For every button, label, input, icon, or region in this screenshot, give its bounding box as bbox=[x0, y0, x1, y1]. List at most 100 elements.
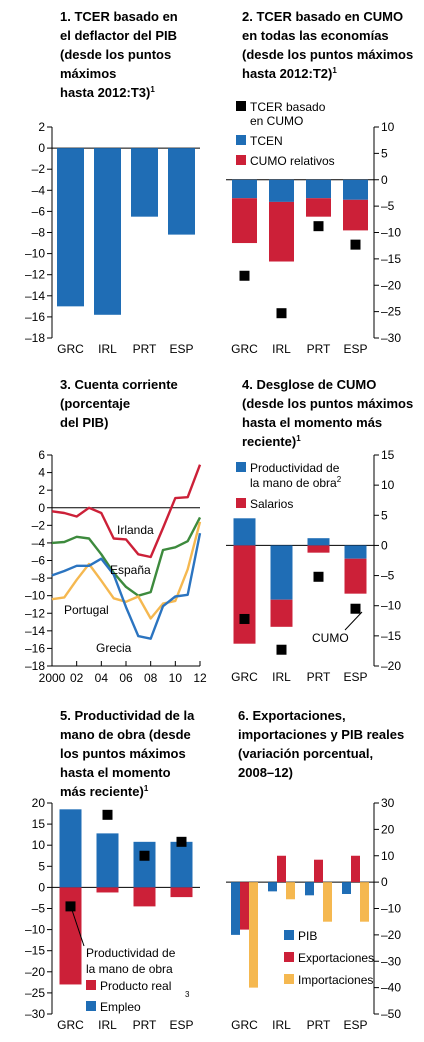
panel-6-bar-importaciones bbox=[360, 882, 369, 922]
panel-5-marker-pointer bbox=[71, 909, 85, 947]
panel-2-title-line: 2. TCER basado en CUMO bbox=[242, 9, 403, 24]
panel-2-tceer-cumo: 2. TCER basado en CUMO en todas las econo… bbox=[226, 9, 413, 356]
p5-y-tick-label: –10 bbox=[25, 923, 45, 937]
p5-x-label: GRC bbox=[57, 1018, 84, 1032]
p2-y-tick-label: 5 bbox=[381, 146, 388, 160]
panel-5-bar-empleo bbox=[170, 841, 193, 888]
panel-2-marker bbox=[313, 221, 324, 232]
panel-6-bar-pib bbox=[268, 882, 277, 892]
panel-6-bar-pib bbox=[342, 882, 351, 894]
p4-y-tick-label: 0 bbox=[381, 538, 388, 552]
panel-1-bar bbox=[94, 148, 121, 315]
panel-5-legend-marker: Productividad de bbox=[86, 946, 176, 960]
p1-x-label: PRT bbox=[133, 342, 157, 356]
p4-x-label: PRT bbox=[307, 670, 331, 684]
panel-4-bar-productividad bbox=[270, 545, 293, 600]
p3-y-tick-label: –4 bbox=[32, 536, 46, 550]
p5-y-tick-label: –25 bbox=[25, 986, 45, 1000]
panel-5-marker bbox=[176, 836, 187, 847]
panel-4-title-line: reciente)1 bbox=[242, 434, 301, 449]
p5-y-tick-label: 10 bbox=[32, 838, 46, 852]
p1-y-tick-label: –8 bbox=[32, 226, 46, 240]
p1-y-tick-label: –12 bbox=[25, 268, 45, 282]
p4-y-tick-label: –10 bbox=[381, 599, 401, 613]
panel-2-legend-marker: en CUMO bbox=[250, 114, 303, 128]
p2-y-tick-label: –5 bbox=[381, 199, 395, 213]
p1-y-tick-label: –14 bbox=[25, 289, 45, 303]
panel-5-legend-empleo-swatch bbox=[86, 1001, 96, 1011]
p5-y-tick-label: 0 bbox=[38, 880, 45, 894]
p6-x-label: PRT bbox=[307, 1018, 331, 1032]
p5-y-tick-label: 5 bbox=[38, 859, 45, 873]
p4-x-label: IRL bbox=[272, 670, 291, 684]
panel-6-title-line: 6. Exportaciones, bbox=[238, 708, 346, 723]
panel-3-cuenta-corriente: 3. Cuenta corriente (porcentaje del PIB) 6 4… bbox=[25, 377, 207, 685]
panel-5-title-line: más reciente)1 bbox=[60, 784, 149, 799]
p6-y-tick-label: –20 bbox=[381, 928, 401, 942]
panel-5-bar-producto bbox=[96, 887, 119, 893]
panel-6-title-line: 2008–12) bbox=[238, 765, 293, 780]
panel-3-line-1 bbox=[51, 516, 202, 597]
p5-x-label: PRT bbox=[133, 1018, 157, 1032]
p5-y-tick-label: –5 bbox=[32, 902, 46, 916]
panel-6-bar-importaciones bbox=[323, 882, 332, 922]
panel-2-bar-cumo bbox=[306, 198, 331, 217]
panel-2-title-line: (desde los puntos máximos bbox=[242, 47, 413, 62]
p6-y-tick-label: –10 bbox=[381, 902, 401, 916]
panel-4-marker bbox=[350, 603, 361, 614]
p6-y-tick-label: –30 bbox=[381, 954, 401, 968]
p3-y-tick-label: 2 bbox=[38, 483, 45, 497]
panel-6-bar-pib bbox=[231, 882, 240, 935]
panel-2-bar-cumo bbox=[269, 201, 294, 262]
panel-4-title-line: (desde los puntos máximos bbox=[242, 396, 413, 411]
panel-5-bar-empleo bbox=[59, 809, 82, 888]
panel-5-bar-producto bbox=[59, 887, 82, 985]
panel-2-legend-cumo-swatch bbox=[236, 155, 246, 165]
panel-5-marker bbox=[65, 901, 76, 912]
p6-y-tick-label: 0 bbox=[381, 875, 388, 889]
p5-y-tick-label: –20 bbox=[25, 965, 45, 979]
panel-4-marker bbox=[276, 644, 287, 655]
panel-5-productividad: 5. Productividad de la mano de obra (desd… bbox=[25, 708, 200, 1032]
panel-3-line-0 bbox=[51, 464, 202, 559]
panel-2-bar-tcen bbox=[343, 179, 368, 200]
panel-1-title-line: máximos bbox=[60, 66, 116, 81]
p4-y-tick-label: –20 bbox=[381, 659, 401, 673]
panel-4-bar-productividad bbox=[233, 518, 256, 546]
panel-4-legend-prod: la mano de obra2 bbox=[250, 475, 342, 490]
panel-6-bar-exportaciones bbox=[314, 859, 323, 883]
panel-5-legend-marker: la mano de obra bbox=[86, 962, 173, 976]
panel-5-title-line: los puntos máximos bbox=[60, 746, 186, 761]
p6-y-tick-label: 30 bbox=[381, 796, 395, 810]
panel-6-legend-pib: PIB bbox=[298, 929, 317, 943]
panel-5-legend-empleo: Empleo bbox=[100, 1000, 141, 1014]
panel-4-bar-salarios bbox=[307, 545, 330, 553]
panel-2-legend-tcen: TCEN bbox=[250, 134, 283, 148]
panel-6-legend-importaciones: Importaciones bbox=[298, 973, 373, 987]
p3-y-tick-label: –2 bbox=[32, 518, 46, 532]
panel-1-title-line: 1. TCER basado en bbox=[60, 9, 178, 24]
p5-y-tick-label: –15 bbox=[25, 944, 45, 958]
p2-y-tick-label: 0 bbox=[381, 173, 388, 187]
panel-5-title-line: mano de obra (desde bbox=[60, 727, 191, 742]
p3-y-tick-label: –18 bbox=[25, 659, 45, 673]
panel-5-bar-empleo bbox=[96, 833, 119, 888]
panel-6-bar-pib bbox=[305, 882, 314, 896]
panel-3-title-line: del PIB) bbox=[60, 415, 108, 430]
p1-y-tick-label: –18 bbox=[25, 331, 45, 345]
panel-3-label-espana: España bbox=[110, 563, 151, 577]
p5-x-label: ESP bbox=[169, 1018, 193, 1032]
panel-4-bar-salarios bbox=[233, 545, 256, 644]
p3-y-tick-label: –14 bbox=[25, 624, 45, 638]
panel-1-bar bbox=[131, 148, 158, 217]
p4-y-tick-label: 15 bbox=[381, 448, 395, 462]
p5-y-tick-label: –30 bbox=[25, 1007, 45, 1021]
panel-5-marker bbox=[139, 850, 150, 861]
p6-y-tick-label: 10 bbox=[381, 849, 395, 863]
panel-5-title-line: hasta el momento bbox=[60, 765, 171, 780]
p3-y-tick-label: –8 bbox=[32, 571, 46, 585]
p1-y-tick-label: –16 bbox=[25, 310, 45, 324]
p2-y-tick-label: –25 bbox=[381, 305, 401, 319]
panel-2-legend-marker: TCER basado bbox=[250, 100, 326, 114]
panel-1-bar bbox=[168, 148, 195, 235]
